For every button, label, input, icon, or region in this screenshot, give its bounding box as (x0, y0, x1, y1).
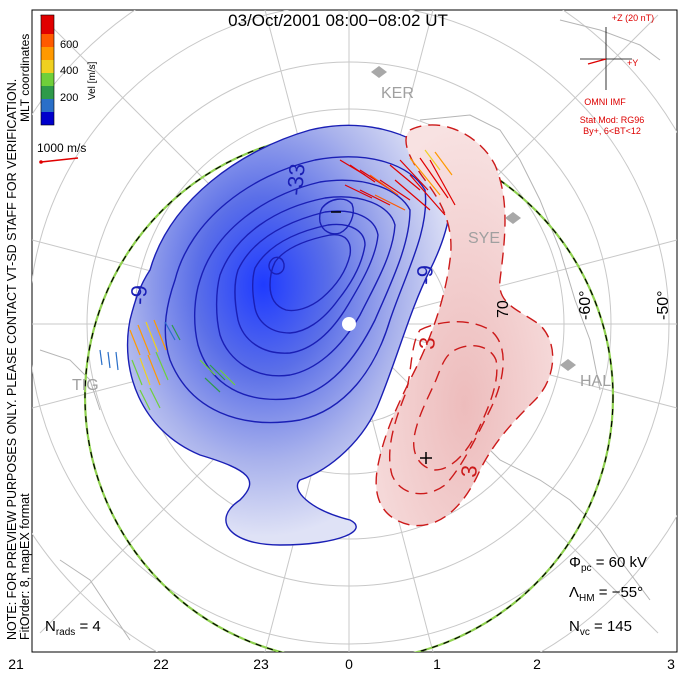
contour-label: -33 (282, 163, 310, 197)
mlt-tick: 0 (345, 656, 353, 672)
color-bar-segment (41, 99, 54, 112)
mlt-tick: 3 (667, 656, 675, 672)
station-label: SYE (468, 230, 500, 247)
color-bar-segment (41, 73, 54, 86)
mlt-tick: 1 (433, 656, 441, 672)
mlt-tick: 22 (153, 656, 169, 672)
color-bar-segment (41, 34, 54, 47)
color-bar-segment (41, 86, 54, 99)
positive-contours (389, 321, 504, 495)
map-statistics: Φpc = 60 kV ΛHM = −55° Nvc = 145 Nrads =… (45, 554, 647, 638)
positive-potential-cell (375, 124, 554, 527)
map-title: 03/Oct/2001 08:00−08:02 UT (228, 11, 448, 30)
magnetic-pole-marker (342, 317, 356, 331)
fit-order-note: FitOrder: 8, mapEX format (18, 493, 32, 640)
mlt-tick: 23 (253, 656, 269, 672)
imf-y-label: +Y (627, 58, 638, 68)
velocity-vectors-dawn (339, 149, 456, 216)
color-bar-segment (41, 15, 54, 34)
color-bar-segment (41, 47, 54, 60)
station-label: KER (381, 85, 414, 102)
radar-count: Nrads = 4 (45, 618, 101, 638)
reference-vector: 1000 m/s (37, 141, 86, 164)
imf-vector (587, 58, 607, 65)
reference-vector-label: 1000 m/s (37, 141, 86, 155)
imf-z-label: +Z (20 nT) (612, 13, 654, 23)
station-label: HAL (580, 373, 611, 390)
imf-source: OMNI IMF (584, 97, 626, 107)
color-bar-tick: 400 (60, 65, 78, 77)
negative-potential-cell (126, 124, 452, 546)
station-label: TIG (72, 377, 99, 394)
maximum-marker (420, 452, 432, 464)
velocity-color-bar: 600 400 200 Vel [m/s] (40, 14, 98, 126)
station-icons (371, 66, 576, 371)
imf-clock: +Z (20 nT) +Y OMNI IMF Stat Mod: RG96 By… (580, 13, 654, 136)
imf-condition: By+, 6<BT<12 (583, 126, 641, 136)
color-bar-tick: 200 (60, 92, 78, 104)
latitude-label: 70 (495, 300, 512, 318)
color-bar-tick: 600 (60, 39, 78, 51)
mlt-axis: 21 22 23 0 1 2 3 (8, 656, 675, 672)
latitude-label: -50° (655, 290, 672, 320)
negative-contours (164, 156, 427, 424)
contour-label: -9 (412, 265, 438, 285)
heppner-maynard-latitude: ΛHM = −55° (569, 584, 643, 604)
coordinate-label: MLT coordinates (18, 34, 32, 122)
contour-label: -9 (126, 285, 152, 305)
color-bar-unit: Vel [m/s] (87, 61, 98, 100)
mlt-tick: 2 (533, 656, 541, 672)
color-bar-segment (41, 112, 54, 125)
mlt-tick: 21 (8, 656, 24, 672)
contour-label: 3 (414, 336, 440, 350)
latitude-label: -60° (577, 290, 594, 320)
vector-count: Nvc = 145 (569, 618, 632, 638)
preview-note: NOTE: FOR PREVIEW PURPOSES ONLY. PLEASE … (5, 79, 19, 640)
coastlines (39, 19, 661, 641)
color-bar-segment (41, 60, 54, 73)
imf-model: Stat Mod: RG96 (580, 115, 645, 125)
velocity-vectors-dusk (99, 319, 236, 411)
cross-polar-potential: Φpc = 60 kV (569, 554, 647, 574)
contour-label: 3 (456, 464, 482, 478)
